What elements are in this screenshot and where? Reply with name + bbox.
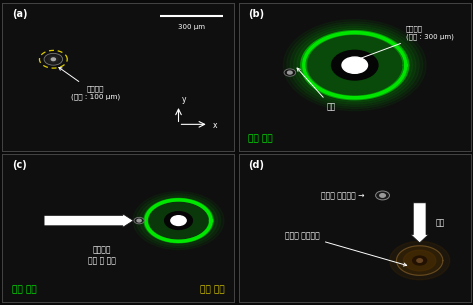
Circle shape: [284, 69, 296, 76]
Circle shape: [412, 256, 427, 265]
FancyArrow shape: [44, 214, 133, 227]
Circle shape: [290, 24, 420, 106]
Text: 미소물제
(직경 : 100 μm): 미소물제 (직경 : 100 μm): [59, 67, 120, 100]
Circle shape: [51, 58, 55, 61]
Circle shape: [137, 219, 141, 222]
FancyArrow shape: [411, 203, 429, 243]
Circle shape: [288, 71, 292, 74]
Circle shape: [300, 30, 409, 100]
Circle shape: [403, 250, 436, 271]
Text: x: x: [213, 121, 218, 130]
Text: 이동: 이동: [436, 218, 445, 227]
Circle shape: [348, 61, 362, 70]
Text: 음파 인가: 음파 인가: [200, 285, 225, 295]
Text: 미소물제
포획 및 이송: 미소물제 포획 및 이송: [88, 246, 116, 265]
Circle shape: [332, 50, 378, 80]
Circle shape: [396, 246, 443, 275]
Text: 공기방울
(직경 : 300 μm): 공기방울 (직경 : 300 μm): [354, 26, 454, 61]
Circle shape: [297, 28, 412, 102]
Circle shape: [389, 241, 450, 280]
Circle shape: [165, 212, 193, 229]
Text: y: y: [182, 95, 186, 104]
Circle shape: [140, 196, 218, 246]
Circle shape: [380, 194, 385, 197]
Text: (c): (c): [12, 160, 26, 170]
Text: (d): (d): [248, 160, 264, 170]
Circle shape: [294, 26, 416, 104]
Text: 해방된 미소물제 →: 해방된 미소물제 →: [321, 191, 364, 200]
Circle shape: [175, 218, 183, 223]
Text: 광원 조사: 광원 조사: [12, 285, 36, 295]
Circle shape: [342, 57, 368, 73]
Text: (a): (a): [12, 9, 27, 19]
Circle shape: [134, 217, 144, 224]
Circle shape: [44, 53, 62, 65]
Text: 300 μm: 300 μm: [178, 24, 205, 30]
Text: 해방된 공기방울: 해방된 공기방울: [285, 231, 407, 266]
Circle shape: [417, 259, 422, 262]
Text: 광원: 광원: [297, 68, 336, 111]
Text: 광원 조사: 광원 조사: [248, 135, 273, 144]
Circle shape: [171, 216, 186, 225]
Circle shape: [49, 56, 58, 62]
Text: (b): (b): [248, 9, 264, 19]
Circle shape: [376, 191, 389, 200]
Circle shape: [143, 198, 214, 243]
